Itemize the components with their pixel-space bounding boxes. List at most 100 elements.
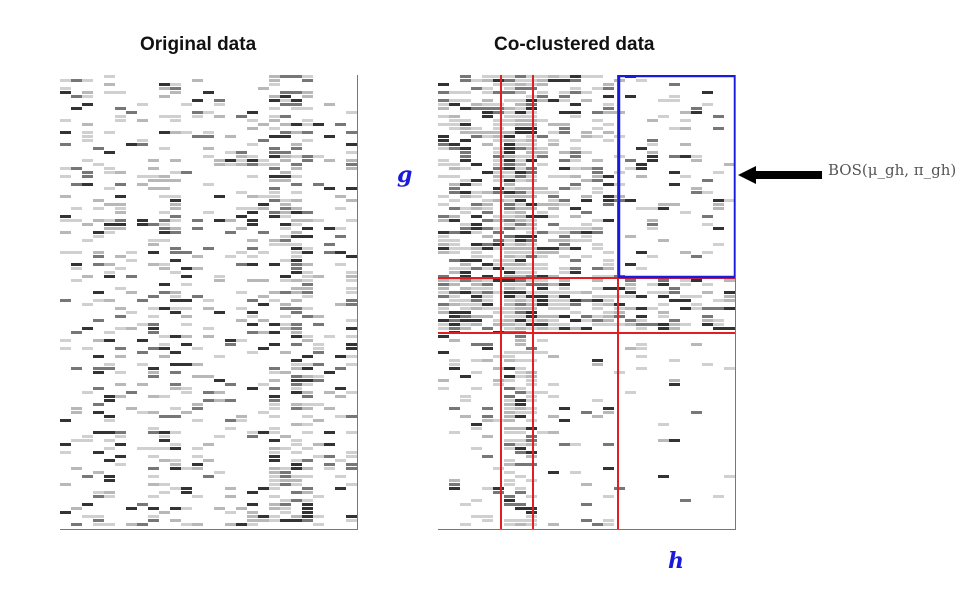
matrix-cell — [471, 191, 482, 194]
matrix-cell — [438, 379, 449, 382]
matrix-cell — [570, 151, 581, 154]
matrix-cell — [170, 351, 181, 354]
matrix-cell — [592, 187, 603, 190]
matrix-cell — [159, 195, 170, 198]
matrix-cell — [159, 175, 170, 178]
matrix-cell — [482, 263, 493, 266]
matrix-cell — [126, 275, 137, 278]
matrix-cell — [159, 227, 170, 230]
matrix-cell — [214, 195, 225, 198]
matrix-cell — [515, 271, 526, 274]
matrix-cell — [471, 359, 482, 362]
matrix-cell — [291, 291, 302, 294]
matrix-cell — [625, 319, 636, 322]
matrix-cell — [148, 447, 159, 450]
matrix-cell — [504, 291, 515, 294]
matrix-cell — [526, 255, 537, 258]
matrix-cell — [170, 507, 181, 510]
matrix-cell — [625, 167, 636, 170]
matrix-cell — [82, 159, 93, 162]
matrix-cell — [82, 503, 93, 506]
matrix-cell — [313, 375, 324, 378]
matrix-cell — [148, 159, 159, 162]
matrix-cell — [592, 319, 603, 322]
matrix-cell — [214, 219, 225, 222]
matrix-cell — [559, 187, 570, 190]
matrix-cell — [258, 159, 269, 162]
matrix-cell — [335, 123, 346, 126]
matrix-cell — [526, 195, 537, 198]
matrix-cell — [482, 267, 493, 270]
matrix-cell — [115, 371, 126, 374]
matrix-cell — [460, 263, 471, 266]
matrix-cell — [581, 227, 592, 230]
matrix-cell — [504, 171, 515, 174]
matrix-cell — [104, 491, 115, 494]
matrix-cell — [438, 195, 449, 198]
matrix-cell — [669, 203, 680, 206]
matrix-cell — [471, 303, 482, 306]
matrix-cell — [280, 155, 291, 158]
matrix-cell — [504, 183, 515, 186]
matrix-cell — [515, 399, 526, 402]
matrix-cell — [603, 303, 614, 306]
matrix-cell — [302, 131, 313, 134]
matrix-cell — [504, 255, 515, 258]
matrix-cell — [504, 479, 515, 482]
matrix-cell — [115, 383, 126, 386]
matrix-cell — [346, 219, 357, 222]
matrix-cell — [691, 191, 702, 194]
matrix-cell — [570, 327, 581, 330]
matrix-cell — [159, 355, 170, 358]
matrix-cell — [515, 303, 526, 306]
matrix-cell — [559, 127, 570, 130]
matrix-cell — [526, 391, 537, 394]
matrix-cell — [658, 423, 669, 426]
matrix-cell — [559, 227, 570, 230]
matrix-cell — [170, 307, 181, 310]
matrix-cell — [526, 95, 537, 98]
matrix-cell — [346, 467, 357, 470]
matrix-cell — [526, 323, 537, 326]
matrix-cell — [449, 363, 460, 366]
matrix-cell — [104, 75, 115, 78]
matrix-cell — [515, 431, 526, 434]
matrix-cell — [702, 315, 713, 318]
matrix-cell — [269, 199, 280, 202]
matrix-cell — [159, 439, 170, 442]
matrix-cell — [313, 523, 324, 526]
matrix-cell — [148, 371, 159, 374]
matrix-cell — [291, 391, 302, 394]
matrix-cell — [170, 387, 181, 390]
matrix-cell — [548, 191, 559, 194]
matrix-cell — [559, 123, 570, 126]
matrix-cell — [515, 335, 526, 338]
matrix-cell — [60, 215, 71, 218]
matrix-cell — [482, 143, 493, 146]
matrix-cell — [526, 99, 537, 102]
matrix-cell — [438, 135, 449, 138]
matrix-cell — [170, 291, 181, 294]
matrix-cell — [203, 443, 214, 446]
matrix-cell — [526, 119, 537, 122]
matrix-cell — [324, 135, 335, 138]
matrix-cell — [471, 195, 482, 198]
matrix-cell — [669, 319, 680, 322]
matrix-cell — [724, 291, 735, 294]
matrix-cell — [515, 487, 526, 490]
matrix-cell — [258, 319, 269, 322]
matrix-cell — [214, 275, 225, 278]
matrix-cell — [548, 79, 559, 82]
matrix-cell — [526, 315, 537, 318]
matrix-cell — [504, 263, 515, 266]
matrix-cell — [104, 223, 115, 226]
matrix-cell — [148, 411, 159, 414]
matrix-cell — [137, 339, 148, 342]
matrix-cell — [181, 315, 192, 318]
matrix-cell — [148, 187, 159, 190]
matrix-cell — [460, 287, 471, 290]
matrix-cell — [346, 303, 357, 306]
matrix-cell — [291, 211, 302, 214]
matrix-cell — [93, 199, 104, 202]
matrix-cell — [504, 367, 515, 370]
